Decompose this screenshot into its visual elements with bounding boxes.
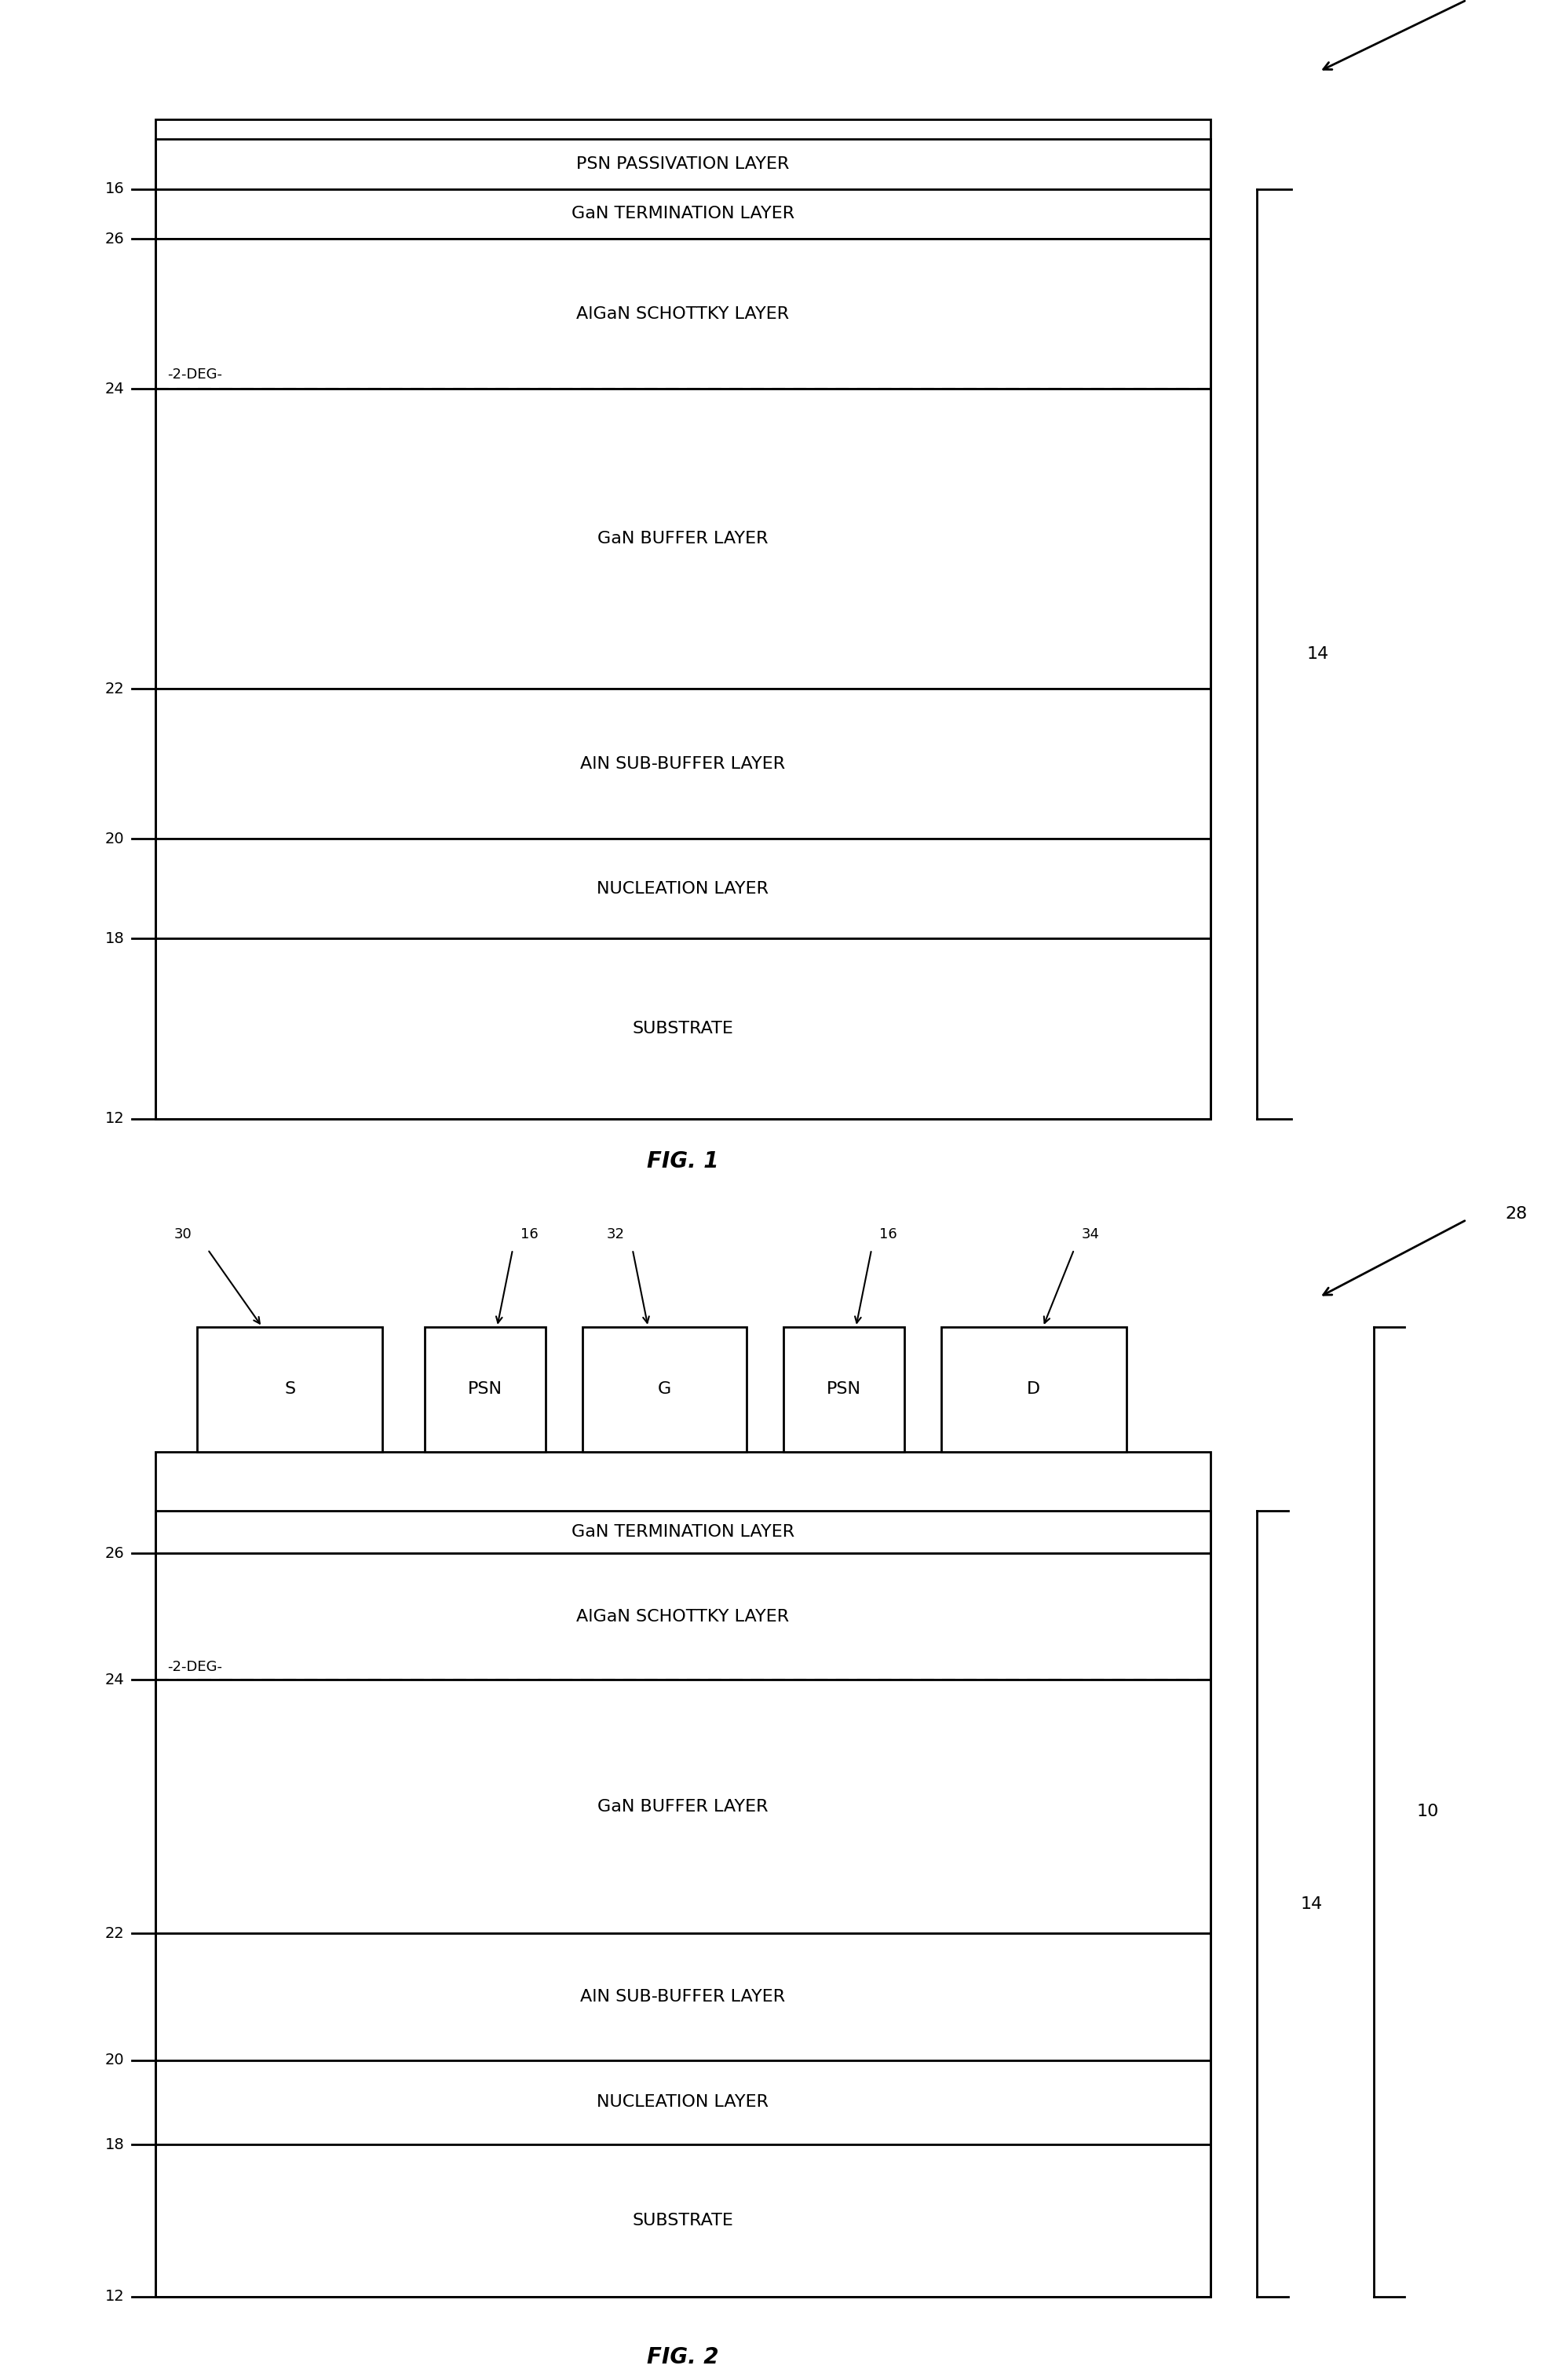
Text: 12: 12 <box>104 1111 124 1126</box>
Bar <box>155 2144 1211 2297</box>
Bar <box>155 838 1211 938</box>
Bar <box>942 1326 1127 1452</box>
Text: PSN: PSN <box>827 1380 861 1397</box>
Text: S: S <box>284 1380 295 1397</box>
Text: GaN BUFFER LAYER: GaN BUFFER LAYER <box>598 531 768 547</box>
Text: 32: 32 <box>607 1228 625 1242</box>
Text: -2-DEG-: -2-DEG- <box>168 367 222 381</box>
Text: PSN PASSIVATION LAYER: PSN PASSIVATION LAYER <box>576 157 790 171</box>
Text: AlGaN SCHOTTKY LAYER: AlGaN SCHOTTKY LAYER <box>576 307 790 321</box>
Text: 18: 18 <box>104 931 124 947</box>
Bar <box>155 938 1211 1119</box>
Text: FIG. 2: FIG. 2 <box>647 2347 719 2368</box>
Bar <box>155 1452 1211 2297</box>
Text: 16: 16 <box>880 1228 897 1242</box>
Bar <box>784 1326 905 1452</box>
Bar <box>155 138 1211 188</box>
Text: GaN BUFFER LAYER: GaN BUFFER LAYER <box>598 1799 768 1814</box>
Bar <box>155 388 1211 688</box>
Text: NUCLEATION LAYER: NUCLEATION LAYER <box>598 2094 768 2111</box>
Text: 24: 24 <box>104 381 124 397</box>
Bar <box>155 1511 1211 1554</box>
Text: G: G <box>658 1380 670 1397</box>
Text: FIG. 1: FIG. 1 <box>647 1150 719 1171</box>
Text: AlN SUB-BUFFER LAYER: AlN SUB-BUFFER LAYER <box>580 757 785 771</box>
Text: GaN TERMINATION LAYER: GaN TERMINATION LAYER <box>571 207 795 221</box>
Text: 16: 16 <box>104 181 124 198</box>
Text: D: D <box>1027 1380 1040 1397</box>
Bar <box>155 1554 1211 1680</box>
Text: AlGaN SCHOTTKY LAYER: AlGaN SCHOTTKY LAYER <box>576 1609 790 1626</box>
Text: 10: 10 <box>1417 1804 1439 1821</box>
Text: 34: 34 <box>1082 1228 1100 1242</box>
Text: SUBSTRATE: SUBSTRATE <box>632 2213 734 2228</box>
Text: 14: 14 <box>1307 645 1329 662</box>
Bar <box>155 119 1211 1119</box>
Bar <box>155 1680 1211 1933</box>
Text: 26: 26 <box>104 231 124 248</box>
Text: 20: 20 <box>106 831 124 847</box>
Bar <box>582 1326 747 1452</box>
Text: -2-DEG-: -2-DEG- <box>168 1659 222 1673</box>
Text: PSN: PSN <box>467 1380 503 1397</box>
Text: 28: 28 <box>1505 1207 1527 1221</box>
Text: GaN TERMINATION LAYER: GaN TERMINATION LAYER <box>571 1523 795 1540</box>
Text: AlN SUB-BUFFER LAYER: AlN SUB-BUFFER LAYER <box>580 1990 785 2004</box>
Text: 22: 22 <box>104 681 124 697</box>
Text: 12: 12 <box>104 2290 124 2304</box>
Bar <box>155 688 1211 838</box>
Bar <box>155 188 1211 238</box>
Text: 30: 30 <box>174 1228 192 1242</box>
Text: 26: 26 <box>104 1545 124 1561</box>
Bar <box>155 1933 1211 2061</box>
Bar <box>155 238 1211 388</box>
Text: NUCLEATION LAYER: NUCLEATION LAYER <box>598 881 768 897</box>
Text: 20: 20 <box>106 2052 124 2068</box>
Text: 24: 24 <box>104 1673 124 1687</box>
Text: SUBSTRATE: SUBSTRATE <box>632 1021 734 1035</box>
Text: 16: 16 <box>520 1228 539 1242</box>
Bar <box>424 1326 546 1452</box>
Text: 22: 22 <box>104 1925 124 1940</box>
Bar <box>197 1326 382 1452</box>
Text: 14: 14 <box>1301 1897 1322 1911</box>
Text: 18: 18 <box>104 2137 124 2152</box>
Bar <box>155 2061 1211 2144</box>
